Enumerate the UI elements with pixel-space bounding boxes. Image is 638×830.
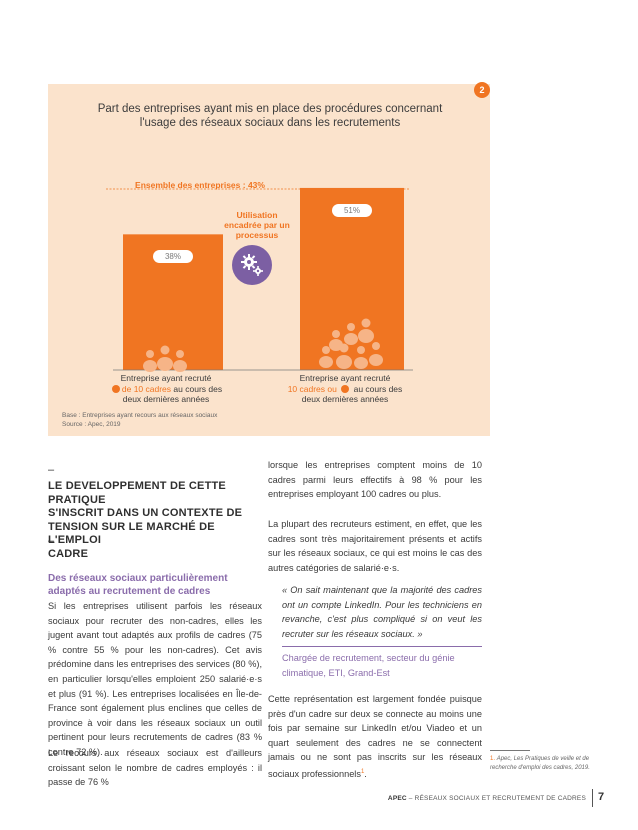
chart-title-line2: l'usage des réseaux sociaux dans les rec… xyxy=(139,117,401,129)
chart-source-note: Base : Entreprises ayant recours aux rés… xyxy=(62,412,218,428)
page-footer: APEC – RÉSEAUX SOCIAUX ET RECRUTEMENT DE… xyxy=(387,795,586,802)
footnote-ref[interactable]: 1 xyxy=(360,768,365,775)
category-label-small: Entreprise ayant recruté de 10 cadres au… xyxy=(91,373,241,405)
people-icon-large xyxy=(319,318,383,369)
overall-label: Ensemble des entreprises : 43% xyxy=(135,180,265,190)
chart-title: Part des entreprises ayant mis en place … xyxy=(60,102,480,130)
left-paragraph-1: Si les entreprises utilisent parfois les… xyxy=(48,601,262,757)
plus-icon xyxy=(341,385,350,394)
quote: « On sait maintenant que la majorité des… xyxy=(282,585,482,639)
minus-icon xyxy=(111,385,120,394)
page-number: 7 xyxy=(598,791,605,803)
subheading: Des réseaux sociaux particulièrement ada… xyxy=(48,573,228,597)
category-label-large: Entreprise ayant recruté 10 cadres ou au… xyxy=(287,373,403,404)
utilisation-line1: Utilisation xyxy=(236,210,278,220)
gears-icon xyxy=(232,245,272,285)
left-paragraph-2: Le recours aux réseaux sociaux est d'ail… xyxy=(48,748,262,788)
quote-divider xyxy=(282,646,482,647)
section-heading: LE DEVELOPPEMENT DE CETTE PRATIQUE S'INS… xyxy=(48,480,243,560)
bar-value-label-large: 51% xyxy=(332,203,372,217)
bar-chart xyxy=(106,187,413,372)
quote-source: Chargée de recrutement, secteur du génie… xyxy=(282,653,455,678)
chart-number-badge: 2 xyxy=(474,82,490,98)
people-icon-small xyxy=(143,345,187,372)
right-paragraph-1: lorsque les entreprises comptent moins d… xyxy=(268,460,482,500)
utilisation-label: Utilisation encadrée par un processus xyxy=(222,210,292,240)
footnote: 1. Apec, Les Pratiques de veille et de r… xyxy=(490,756,590,771)
chart-title-line1: Part des entreprises ayant mis en place … xyxy=(97,103,443,115)
heading-dash-top: – xyxy=(48,464,55,476)
footer-divider xyxy=(592,789,593,807)
utilisation-line2: encadrée par un xyxy=(224,220,290,230)
heading-dash-bottom: – xyxy=(48,535,55,547)
right-paragraph-3: Cette représentation est largement fondé… xyxy=(268,694,482,780)
right-paragraph-2: La plupart des recruteurs estiment, en e… xyxy=(268,519,482,573)
utilisation-line3: processus xyxy=(235,230,279,240)
bar-value-label-small: 38% xyxy=(153,250,193,264)
footnote-divider xyxy=(490,750,530,751)
